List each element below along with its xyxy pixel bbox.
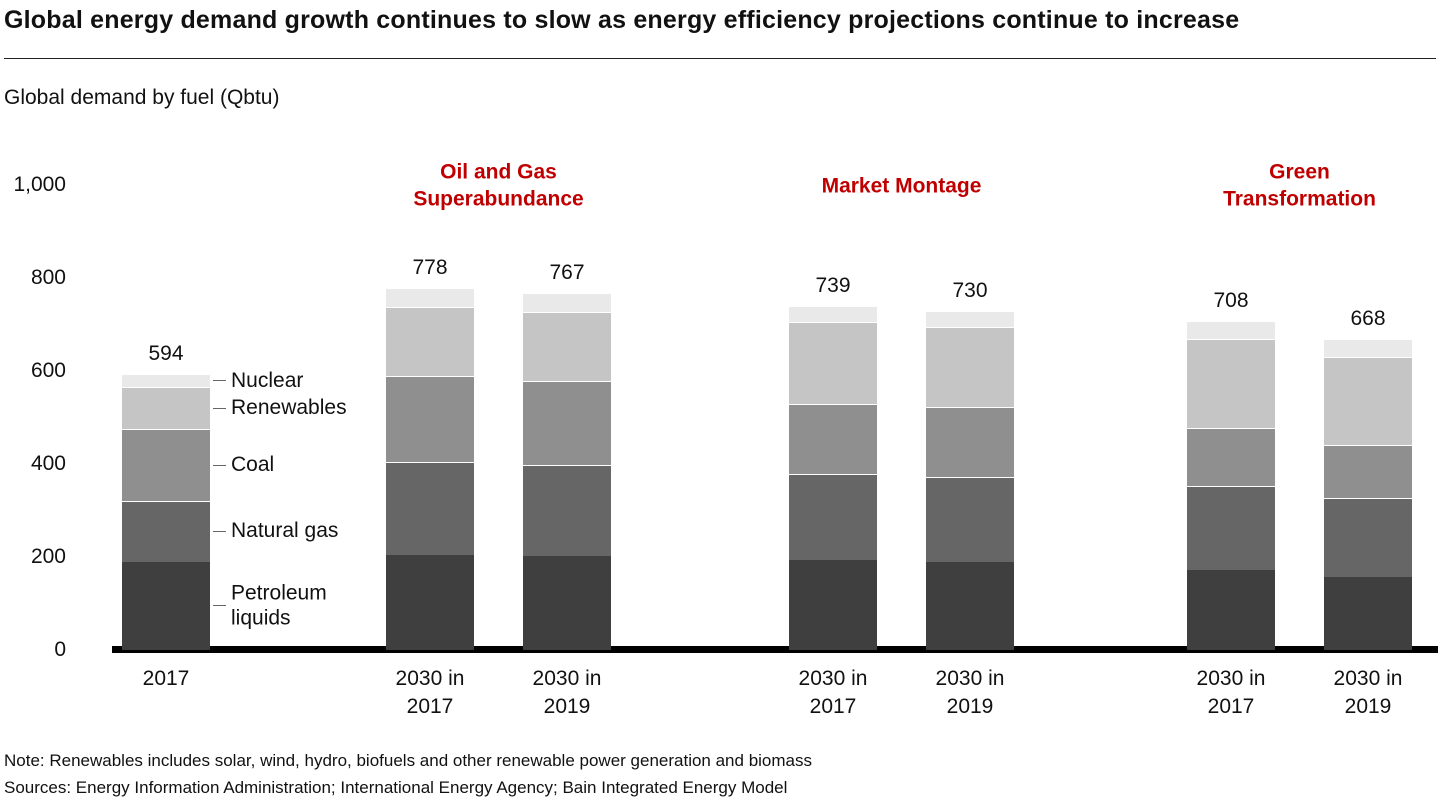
bar-total-label: 778: [412, 256, 448, 280]
fuel-label-nuclear: Nuclear: [231, 368, 304, 392]
scenario-header-green-transformation: Green Transformation: [1223, 160, 1376, 211]
bar-segment-nuclear: [523, 293, 611, 312]
fuel-label-natural-gas: Natural gas: [231, 519, 339, 543]
bar-total-label: 708: [1213, 288, 1249, 312]
bar-segment-petroleum-liquids: [523, 555, 611, 650]
fuel-label-renewables: Renewables: [231, 396, 347, 420]
bar-segment-nuclear: [122, 373, 210, 388]
y-axis-tick-label: 0: [54, 638, 66, 661]
y-axis-tick-label: 1,000: [13, 173, 66, 196]
bar-segment-nuclear: [789, 306, 877, 322]
bar-total-label: 668: [1350, 307, 1386, 331]
bar-total-label: 594: [148, 341, 184, 365]
x-axis-category-label: 2030 in 2019: [532, 667, 602, 719]
bar-segment-natural-gas: [1324, 498, 1412, 577]
bar-segment-coal: [386, 375, 474, 462]
x-axis-category-label: 2017: [142, 667, 190, 690]
bar-segment-petroleum-liquids: [1324, 576, 1412, 650]
x-axis-category-label: 2030 in 2017: [395, 667, 465, 719]
bar-segment-nuclear: [926, 310, 1014, 328]
x-axis-category-label: 2030 in 2017: [1196, 667, 1266, 719]
y-axis-tick-label: 800: [30, 266, 66, 289]
bar-segment-renewables: [789, 321, 877, 405]
bar-segment-natural-gas: [926, 477, 1014, 562]
fuel-leader-line: [213, 605, 226, 607]
x-axis-category-label: 2030 in 2019: [1333, 667, 1403, 719]
scenario-header-oil-and-gas-superabundance: Oil and Gas Superabundance: [413, 160, 584, 211]
bar-segment-renewables: [386, 306, 474, 376]
scenario-header-market-montage: Market Montage: [821, 174, 982, 198]
bar-segment-natural-gas: [523, 464, 611, 556]
bar-segment-coal: [926, 407, 1014, 478]
chart-units-label: Global demand by fuel (Qbtu): [4, 86, 280, 109]
bar-total-label: 730: [952, 278, 988, 302]
page-title: Global energy demand growth continues to…: [4, 6, 1240, 34]
bar-segment-nuclear: [1187, 320, 1275, 339]
bar-segment-coal: [122, 429, 210, 502]
fuel-leader-line: [213, 464, 226, 466]
bar-segment-natural-gas: [1187, 486, 1275, 570]
x-axis-category-label: 2030 in 2019: [935, 667, 1005, 719]
fuel-label-petroleum-liquids: Petroleum liquids: [231, 581, 327, 630]
y-axis-tick-label: 600: [30, 359, 66, 382]
bar-segment-coal: [1324, 444, 1412, 499]
x-axis-line: [112, 646, 1438, 653]
x-axis-category-label: 2030 in 2017: [798, 667, 868, 719]
bar-segment-coal: [523, 381, 611, 465]
bar-segment-petroleum-liquids: [926, 561, 1014, 650]
bar-segment-natural-gas: [386, 461, 474, 555]
note-text: Note: Renewables includes solar, wind, h…: [4, 751, 812, 770]
bar-segment-coal: [1187, 428, 1275, 487]
bar-segment-renewables: [1324, 356, 1412, 445]
fuel-leader-line: [213, 380, 226, 382]
bar-segment-natural-gas: [789, 474, 877, 561]
bar-segment-renewables: [926, 327, 1014, 408]
bar-segment-natural-gas: [122, 501, 210, 562]
bar-segment-petroleum-liquids: [1187, 570, 1275, 650]
bar-segment-nuclear: [386, 288, 474, 307]
fuel-leader-line: [213, 530, 226, 532]
y-axis-tick-label: 200: [30, 545, 66, 568]
sources-text: Sources: Energy Information Administrati…: [4, 778, 788, 797]
bar-segment-petroleum-liquids: [122, 561, 210, 650]
bar-segment-petroleum-liquids: [386, 554, 474, 650]
fuel-leader-line: [213, 407, 226, 409]
bar-segment-nuclear: [1324, 339, 1412, 357]
bar-segment-renewables: [1187, 338, 1275, 429]
bar-segment-coal: [789, 404, 877, 475]
bar-segment-petroleum-liquids: [789, 560, 877, 650]
bar-segment-renewables: [122, 387, 210, 430]
bar-total-label: 739: [815, 274, 851, 298]
y-axis-tick-label: 400: [30, 452, 66, 475]
bar-segment-renewables: [523, 311, 611, 382]
bar-total-label: 767: [549, 261, 585, 285]
fuel-label-coal: Coal: [231, 453, 275, 477]
title-divider: [4, 58, 1436, 59]
